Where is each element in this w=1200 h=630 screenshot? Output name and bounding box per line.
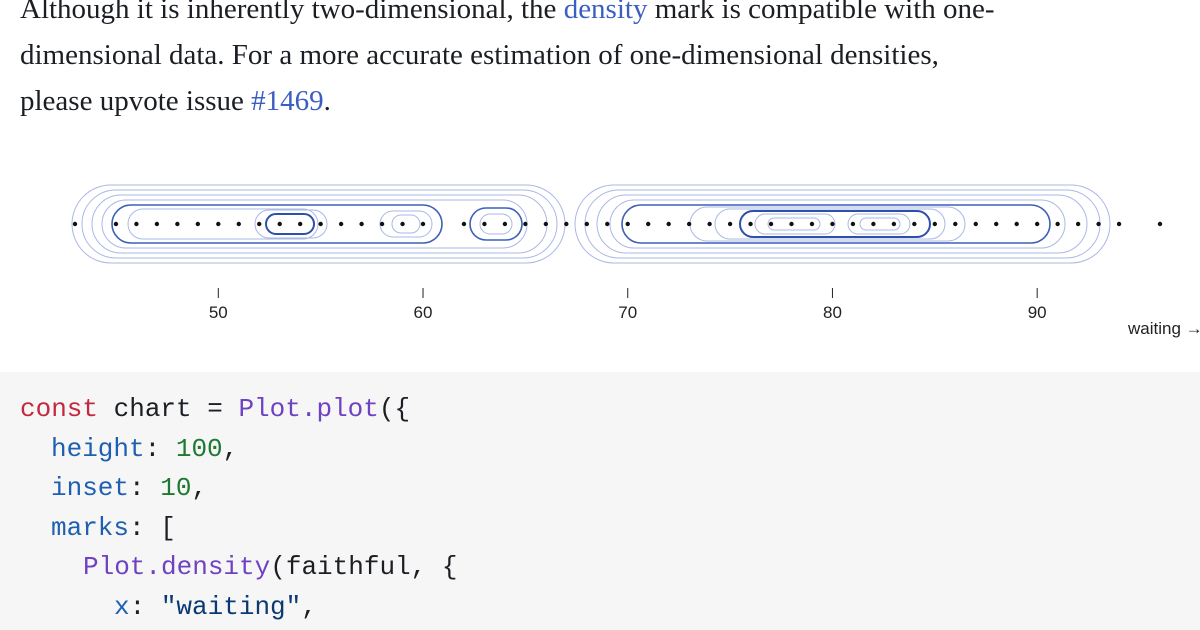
code-token: Plot.plot: [238, 394, 379, 424]
code-token: :: [129, 473, 161, 504]
data-point: [1034, 221, 1040, 227]
code-token: :: [129, 591, 161, 622]
data-point: [1055, 221, 1060, 227]
code-line: inset: 10,: [20, 469, 1200, 509]
x-tick-label: 70: [618, 303, 637, 322]
data-point: [379, 221, 385, 227]
data-point: [871, 221, 876, 227]
x-axis-label: waiting →: [1127, 319, 1200, 338]
code-line: const chart = Plot.plot({: [20, 390, 1200, 430]
code-token: "waiting": [160, 591, 302, 622]
data-point: [646, 221, 651, 227]
code-token: ,: [222, 433, 239, 464]
data-point: [953, 221, 958, 227]
x-tick-label: 50: [209, 303, 228, 322]
code-token: x: [114, 591, 130, 622]
data-point: [216, 221, 221, 227]
data-point: [707, 221, 712, 227]
data-point: [338, 221, 344, 227]
code-token: :: [144, 433, 176, 464]
data-point: [789, 221, 794, 227]
data-point: [175, 221, 180, 227]
code-token: ,: [191, 473, 208, 504]
code-token: 10: [160, 473, 192, 504]
code-token: inset: [51, 473, 130, 504]
data-point: [912, 221, 917, 227]
data-point: [236, 221, 241, 227]
data-point: [277, 221, 282, 227]
data-point: [973, 221, 978, 227]
data-point: [584, 221, 589, 227]
code-token: chart =: [98, 394, 239, 424]
x-tick-label: 80: [823, 303, 842, 322]
x-tick-label: 60: [414, 303, 433, 322]
data-point: [1116, 221, 1122, 227]
data-point: [666, 221, 671, 227]
code-line: marks: [: [20, 509, 1200, 549]
code-token: (faithful, {: [270, 552, 458, 583]
text: please upvote issue: [20, 85, 252, 117]
code-token: const: [20, 394, 99, 424]
data-point: [994, 221, 999, 227]
data-point: [625, 221, 630, 227]
data-point: [850, 221, 856, 227]
data-point: [564, 221, 569, 227]
data-point: [257, 221, 262, 227]
data-point: [1096, 221, 1101, 227]
code-token: Plot.density: [83, 552, 271, 583]
data-point: [809, 221, 815, 227]
data-point: [1014, 221, 1019, 227]
data-point: [543, 221, 549, 227]
data-point: [1157, 221, 1163, 227]
code-token: ({: [378, 394, 411, 424]
x-tick-label: 90: [1028, 303, 1047, 322]
link[interactable]: density: [563, 0, 648, 25]
code-token: 100: [175, 433, 223, 464]
data-point: [134, 221, 139, 227]
code-block: const chart = Plot.plot({height: 100, ins…: [0, 372, 1200, 630]
data-point: [113, 221, 119, 227]
link[interactable]: #1469: [251, 85, 324, 117]
data-point: [318, 221, 323, 227]
data-point: [748, 221, 753, 227]
text: .: [323, 85, 331, 117]
data-point: [482, 221, 487, 227]
data-point: [891, 221, 897, 227]
code-token: : [: [129, 512, 176, 543]
data-point: [1075, 221, 1081, 227]
data-point: [502, 221, 508, 227]
data-point: [72, 221, 78, 227]
code: const chart = Plot.plot({height: 100, ins…: [0, 372, 1200, 628]
data-point: [297, 221, 303, 227]
data-point: [523, 221, 528, 227]
code-line: height: 100,: [20, 430, 1200, 470]
text: Although it is inherently two-dimensiona…: [20, 0, 564, 25]
data-point: [359, 221, 364, 227]
data-point: [768, 221, 774, 227]
data-point: [195, 221, 201, 227]
code-token: ,: [301, 591, 317, 622]
code-token: height: [51, 433, 145, 464]
code-line: Plot.density(faithful, {: [20, 548, 1200, 588]
text: dimensional data. For a more accurate es…: [20, 39, 939, 71]
data-point: [830, 221, 835, 227]
text: mark is compatible with one-: [647, 0, 995, 25]
data-point: [400, 221, 405, 227]
code-token: marks: [51, 512, 130, 543]
data-point: [727, 221, 733, 227]
code-line: x: "waiting",: [20, 588, 1200, 628]
data-point: [686, 221, 692, 227]
data-point: [154, 221, 160, 227]
data-point: [420, 221, 426, 227]
data-point: [605, 221, 610, 227]
chart: waiting → 50 60 70 80 90: [71, 184, 1200, 338]
data-point: [932, 221, 938, 227]
data-point: [461, 221, 467, 227]
paragraph: Although it is inherently two-dimensiona…: [20, 0, 1200, 124]
